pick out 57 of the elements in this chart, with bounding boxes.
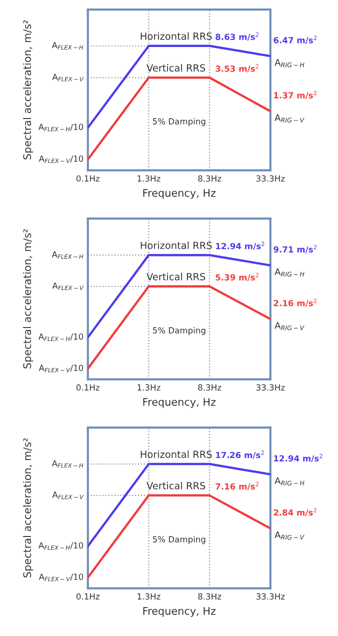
- annotation: A$_{FLEX−V}$/10: [38, 574, 84, 582]
- data-label: 5.39 m/s$^{2}$: [216, 272, 258, 282]
- ref-line-label: A$_{FLEX−H}$: [52, 460, 84, 468]
- x-tick-label: 33.3Hz: [256, 384, 285, 391]
- x-tick-label: 0.1Hz: [76, 593, 100, 600]
- x-tick-label: 8.3Hz: [198, 593, 222, 600]
- x-tick-label: 33.3Hz: [256, 175, 285, 182]
- annotation: A$_{FLEX−H}$/10: [38, 542, 84, 550]
- data-label: 7.16 m/s$^{2}$: [216, 482, 258, 490]
- ref-line-label: A$_{FLEX−H}$: [52, 251, 84, 259]
- data-label: 17.26 m/s$^{2}$: [216, 450, 264, 459]
- x-tick-label: 0.1Hz: [76, 384, 100, 391]
- ref-line-label: A$_{FLEX−V}$: [52, 282, 84, 290]
- annotation: A$_{RIG−H}$: [274, 477, 304, 486]
- annotation: 5% Damping: [152, 118, 206, 126]
- x-axis-title: Frequency, Hz: [143, 607, 216, 617]
- annotation: A$_{FLEX−V}$/10: [38, 155, 84, 164]
- data-label: 9.71 m/s$^{2}$: [274, 244, 317, 254]
- annotation: A$_{RIG−V}$: [274, 114, 304, 122]
- x-tick-label: 33.3Hz: [256, 593, 285, 600]
- series-label: Horizontal RRS: [140, 242, 212, 250]
- data-label: 12.94 m/s$^{2}$: [274, 454, 322, 462]
- data-label: 2.16 m/s$^{2}$: [274, 298, 317, 307]
- y-axis-title: Spectral acceleration, m/s²: [23, 438, 34, 578]
- x-tick-label: 1.3Hz: [138, 175, 160, 182]
- y-axis-title: Spectral acceleration, m/s²: [23, 20, 34, 160]
- annotation: A$_{FLEX−V}$/10: [38, 364, 84, 372]
- x-tick-label: 8.3Hz: [198, 175, 222, 182]
- x-tick-label: 8.3Hz: [198, 384, 222, 391]
- series-label: Vertical RRS: [146, 272, 206, 280]
- x-axis-title: Frequency, Hz: [143, 189, 216, 199]
- data-label: 12.94 m/s$^{2}$: [216, 242, 264, 250]
- y-axis-title: Spectral acceleration, m/s²: [23, 229, 34, 368]
- series-label: Horizontal RRS: [140, 32, 212, 40]
- data-label: 2.84 m/s$^{2}$: [274, 508, 316, 516]
- data-label: 8.63 m/s$^{2}$: [216, 32, 258, 41]
- series-label: Vertical RRS: [146, 482, 206, 490]
- annotation: 5% Damping: [152, 327, 206, 336]
- series-label: Vertical RRS: [146, 64, 206, 72]
- data-label: 1.37 m/s$^{2}$: [274, 90, 317, 100]
- ref-line-label: A$_{FLEX−V}$: [52, 492, 84, 500]
- annotation: A$_{RIG−V}$: [274, 322, 304, 330]
- annotation: A$_{RIG−V}$: [274, 531, 304, 540]
- x-axis-title: Frequency, Hz: [143, 398, 216, 408]
- data-label: 3.53 m/s$^{2}$: [216, 64, 258, 72]
- ref-line-label: A$_{FLEX−V}$: [52, 74, 84, 82]
- annotation: A$_{RIG−H}$: [274, 268, 304, 277]
- ref-line-label: A$_{FLEX−H}$: [52, 42, 84, 50]
- x-tick-label: 0.1Hz: [76, 175, 100, 182]
- annotation: A$_{FLEX−H}$/10: [38, 124, 84, 132]
- series-label: Horizontal RRS: [140, 450, 212, 458]
- annotation: A$_{RIG−H}$: [274, 59, 304, 68]
- annotation: A$_{FLEX−H}$/10: [38, 333, 84, 341]
- annotation: 5% Damping: [152, 536, 206, 544]
- data-label: 6.47 m/s$^{2}$: [274, 36, 317, 44]
- x-tick-label: 1.3Hz: [138, 384, 160, 391]
- x-tick-label: 1.3Hz: [138, 593, 160, 600]
